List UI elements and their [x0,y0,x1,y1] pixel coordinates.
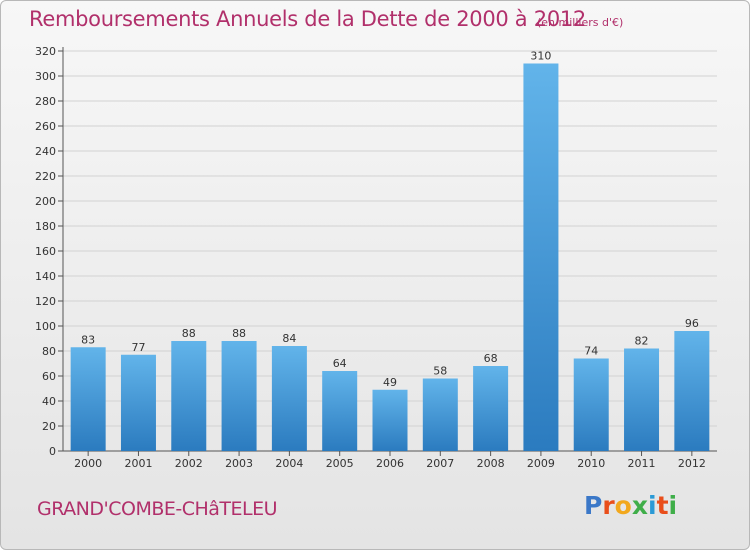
axes: 0 20 40 60 80 100 120 140 160 180 200 220 240 260 280 3… [35,45,717,470]
logo-letter: x [631,491,648,520]
logo-letter: P [584,491,603,520]
value-label: 82 [635,335,649,348]
bar-2007 [422,378,458,451]
y-tick-label: 300 [35,70,56,83]
y-tick-label: 100 [35,320,56,333]
value-label: 77 [131,341,145,354]
y-tick-label: 160 [35,245,56,258]
value-label: 74 [584,345,598,358]
bar-2000 [70,347,106,451]
x-tick-label: 2002 [175,457,203,470]
value-label: 64 [333,357,347,370]
place-name: GRAND'COMBE-CHâTELEU [37,498,278,520]
bars [70,63,710,451]
y-tick-label: 200 [35,195,56,208]
value-label: 49 [383,376,397,389]
y-tick-label: 140 [35,270,56,283]
x-tick-label: 2007 [426,457,454,470]
chart-subtitle: (en milliers d'€) [537,16,624,29]
logo-letter: o [614,491,632,520]
y-tick-label: 60 [42,370,56,383]
bar-2006 [372,389,408,451]
bar-2009 [523,63,559,451]
y-tick-label: 80 [42,345,56,358]
x-tick-label: 2001 [124,457,152,470]
bar-2010 [573,358,609,451]
x-tick-label: 2006 [376,457,404,470]
x-tick-label: 2009 [527,457,555,470]
x-tick-label: 2004 [275,457,303,470]
value-label: 68 [484,352,498,365]
value-label: 88 [232,327,246,340]
y-tick-label: 180 [35,220,56,233]
x-tick-label: 2010 [577,457,605,470]
value-label: 83 [81,333,95,346]
chart-title: Remboursements Annuels de la Dette de 20… [29,7,586,31]
bar-2002 [171,341,207,451]
bar-2003 [221,341,257,451]
bar-2001 [120,354,156,451]
logo-letter: t [656,491,669,520]
value-labels: 83 77 88 88 84 64 49 58 68 310 74 82 96 [81,50,699,389]
bar-2005 [322,371,358,451]
logo-letter: i [668,491,678,520]
x-tick-label: 2000 [74,457,102,470]
y-tick-label: 20 [42,420,56,433]
value-label: 310 [530,50,551,63]
grid-lines [63,50,717,427]
y-tick-label: 0 [49,445,56,458]
bar-2004 [271,346,307,451]
y-tick-label: 320 [35,45,56,58]
value-label: 84 [282,332,296,345]
proxiti-logo: Proxiti [584,491,677,520]
x-tick-label: 2003 [225,457,253,470]
bar-2008 [473,366,509,451]
value-label: 96 [685,317,699,330]
x-tick-label: 2005 [326,457,354,470]
x-tick-label: 2008 [477,457,505,470]
value-label: 88 [182,327,196,340]
bar-2011 [624,348,660,451]
x-tick-label: 2012 [678,457,706,470]
logo-letter: r [602,491,615,520]
y-tick-label: 260 [35,120,56,133]
y-tick-label: 280 [35,95,56,108]
y-tick-label: 40 [42,395,56,408]
bar-2012 [674,331,710,451]
x-tick-label: 2011 [628,457,656,470]
value-label: 58 [433,365,447,378]
logo-letter: i [648,491,657,520]
y-tick-label: 120 [35,295,56,308]
y-tick-label: 220 [35,170,56,183]
y-tick-label: 240 [35,145,56,158]
